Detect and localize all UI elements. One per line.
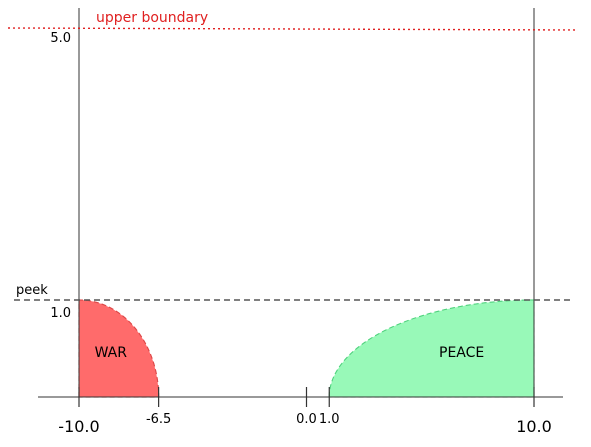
y-tick-label: 5.0 bbox=[50, 31, 71, 46]
region-label-war: WAR bbox=[95, 345, 128, 361]
ref-line-upper-boundary bbox=[7, 27, 579, 31]
ref-label-peek: peek bbox=[16, 283, 48, 298]
ref-label-upper-boundary: upper boundary bbox=[96, 10, 208, 26]
region-label-peace: PEACE bbox=[439, 345, 484, 361]
regions-layer bbox=[78, 299, 535, 398]
lines-layer bbox=[7, 8, 579, 407]
x-tick-label: 0.0 bbox=[296, 412, 317, 427]
region-war-outline bbox=[78, 299, 160, 398]
region-peace-outline bbox=[328, 299, 535, 398]
y-tick-label: 1.0 bbox=[50, 306, 71, 321]
x-tick-label: -6.5 bbox=[146, 412, 171, 427]
x-tick-label: 10.0 bbox=[516, 417, 552, 436]
x-tick-label: -10.0 bbox=[58, 417, 99, 436]
region-peace bbox=[328, 299, 535, 398]
x-tick-label: 1.0 bbox=[319, 412, 340, 427]
